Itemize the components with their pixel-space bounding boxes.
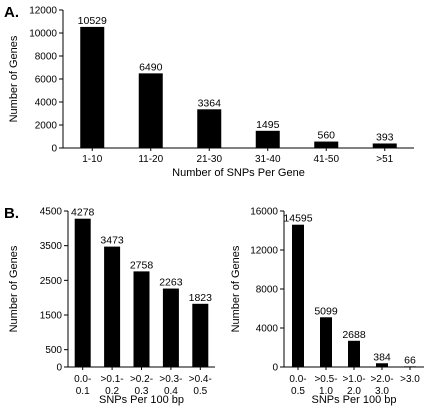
chart-b-left-y-tick-label: 4500 [40,207,63,218]
chart-b-right-x-tick-label: >3.0 [400,374,420,385]
chart-a-x-axis-title: Number of SNPs Per Gene [172,167,305,179]
chart-b-right-x-tick-label: 0.0- [289,374,306,385]
chart-a-bar [314,141,339,148]
chart-b-right-bar [292,224,304,367]
chart-b-left-x-tick-label: 0.5 [193,386,207,397]
chart-b-right-y-tick-label: 16000 [250,207,278,218]
chart-b-left-bar [162,288,179,367]
chart-b-left: 0 500 1500 2500 3500 4500 4278 0.0-0.1 3473 >0.1-… [8,207,215,406]
chart-b-left-bar [192,303,209,367]
chart-a-x-tick-label: 41-50 [313,154,339,165]
chart-b-right-x-tick-label: 3.0 [375,386,389,397]
chart-a-y-tick-label: 12000 [29,6,57,17]
chart-b-right-x-tick-label: >2.0- [370,374,393,385]
chart-b-right-x-tick-label: >1.0- [342,374,365,385]
chart-b-right-x-tick-label: >0.5- [314,374,337,385]
chart-a-x-tick-label: 11-20 [138,154,163,165]
chart-b-left-y-tick-label: 1500 [40,311,63,322]
chart-b-left-x-axis-title: SNPs Per 100 bp [99,394,184,406]
chart-a-data-label: 6490 [139,61,163,73]
chart-a-y-axis-title: Number of Genes [8,35,20,122]
chart-b-right-x-axis-title: SNPs Per 100 bp [312,394,397,406]
panel-label-b: B. [4,205,19,222]
chart-b-left-x-tick-label: >0.1- [101,374,124,385]
chart-b-left-y-tick-label: 0 [56,363,62,374]
chart-b-right-y-tick-label: 0 [272,363,278,374]
chart-a-data-label: 3364 [198,97,222,109]
chart-a-y-tick-label: 6000 [35,75,58,86]
chart-b-left-x-tick-label: >0.4- [189,374,212,385]
chart-b-left-data-label: 1823 [189,292,213,304]
chart-b-left-y-tick-label: 3500 [40,241,63,252]
chart-b-left-x-tick-label: >0.3- [159,374,182,385]
chart-b-right-y-tick-label: 8000 [256,285,279,296]
chart-a-x-tick-label: 31-40 [255,154,281,165]
chart-b-right-data-label: 384 [373,351,391,363]
chart-b-left-bar [104,246,121,367]
chart-a-data-label: 393 [376,131,394,143]
chart-b-left-data-label: 3473 [100,235,124,247]
chart-b-left-y-axis-title: Number of Genes [8,245,20,332]
chart-a-data-label: 560 [317,130,335,142]
chart-b-left-x-tick-label: 0.0- [74,374,91,385]
chart-b-left-data-label: 4278 [71,207,95,219]
chart-b-right-x-tick-label: 1.0 [319,386,333,397]
chart-b-left-data-label: 2263 [159,277,183,289]
chart-b-right-bar [320,317,332,367]
chart-b-left-x-tick-label: 0.4 [164,386,178,397]
chart-b-right-data-label: 5099 [314,305,338,317]
chart-a-data-label: 1495 [256,119,280,131]
chart-a-bar [80,26,105,148]
chart-a-x-tick-label: 21-30 [196,154,222,165]
chart-b-right-data-label: 14595 [283,213,312,225]
chart-a-bar [138,73,163,148]
chart-a-bar [255,130,280,148]
chart-b-right-bar [348,340,360,367]
chart-b-left-x-tick-label: 0.1 [76,386,90,397]
chart-a-y-tick-label: 0 [51,144,57,155]
chart-b-right-y-tick-label: 12000 [250,246,278,257]
chart-b-left-bar [133,271,150,367]
chart-a-y-tick-label: 4000 [35,98,58,109]
chart-b-right-bar [376,363,388,367]
chart-b-left-y-tick-label: 500 [45,345,62,356]
chart-a-data-label: 10529 [78,15,107,27]
chart-a-y-tick-label: 10000 [29,29,57,40]
chart-b-left-x-tick-label: >0.2- [130,374,153,385]
chart-b-left-x-tick-label: 0.3 [135,386,149,397]
chart-b-right-y-axis-title: Number of Genes [230,245,242,332]
chart-a-x-tick-label: 1-10 [82,154,102,165]
chart-b-left-y-tick-label: 2500 [40,276,63,287]
panel-label-a: A. [4,4,19,21]
chart-b-left-data-label: 2758 [130,259,154,271]
chart-a-y-tick-label: 8000 [35,52,58,63]
chart-b-left-x-tick-label: 0.2 [105,386,119,397]
chart-b-right-x-tick-label: 2.0 [347,386,361,397]
chart-a-y-tick-label: 2000 [35,121,58,132]
chart-b-right-x-tick-label: 0.5 [291,386,305,397]
chart-a-bar [197,109,222,148]
chart-b-right-bar [404,366,416,367]
chart-b-right-y-tick-label: 4000 [256,324,279,335]
chart-a: 0 2000 4000 6000 8000 10000 12000 10529 1-10 6490… [8,6,414,179]
chart-b-right-data-label: 2688 [342,329,366,341]
chart-a-bar [372,143,397,148]
chart-b-right-data-label: 66 [404,354,416,366]
chart-a-x-tick-label: >51 [376,154,393,165]
chart-b-right: 0 4000 8000 12000 16000 14595 0.0-0.5 5099 >0.5-… [230,207,424,406]
chart-b-left-bar [74,218,91,367]
